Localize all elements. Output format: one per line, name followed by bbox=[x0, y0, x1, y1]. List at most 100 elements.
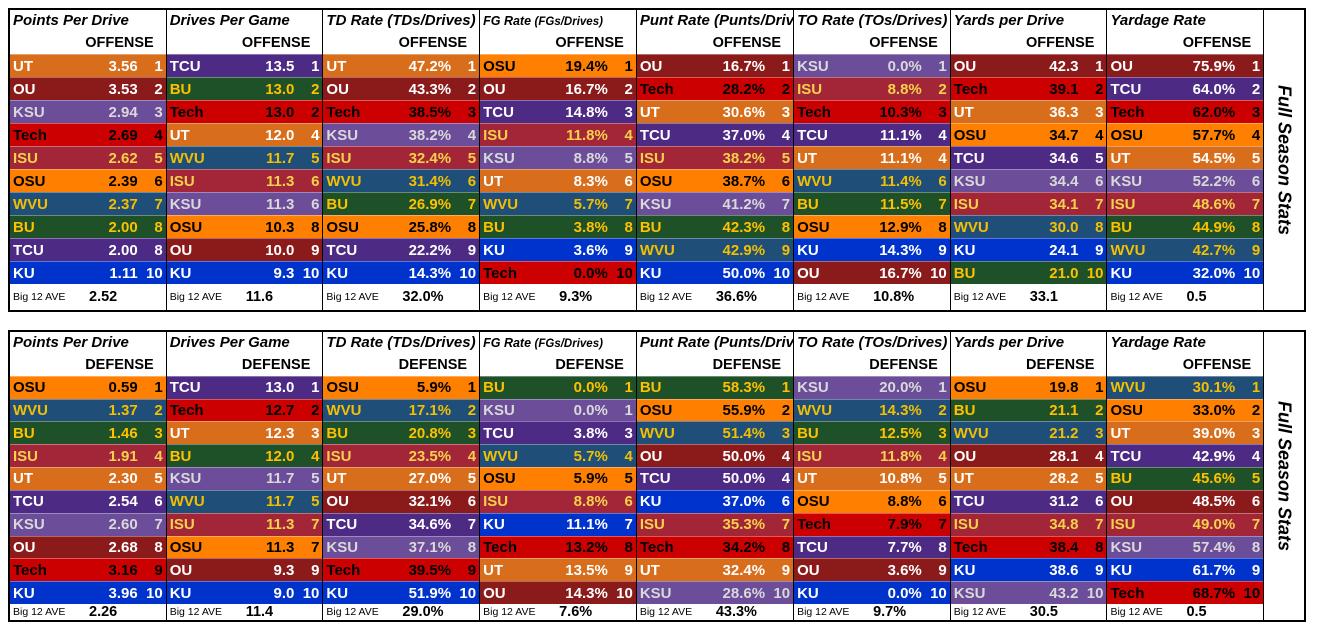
side-header: OFFENSE bbox=[1182, 356, 1252, 373]
rank-number: 4 bbox=[938, 447, 947, 465]
rank-number: 6 bbox=[467, 493, 477, 511]
rank-number: 2 bbox=[311, 80, 320, 98]
rank-number: 2 bbox=[781, 80, 791, 98]
table-row: KSU 20.0% 1 bbox=[794, 375, 950, 399]
team-name: Tech bbox=[483, 538, 518, 556]
rank-number: 4 bbox=[154, 126, 163, 144]
stat-table: FG Rate (FGs/Drives) OFFENSE OSU 19.4% 1 OU 16… bbox=[480, 10, 637, 310]
table-row: TCU 14.8% 3 bbox=[480, 100, 636, 123]
stat-value: 11.8% bbox=[566, 126, 608, 144]
rank-number: 3 bbox=[938, 424, 947, 442]
average-label: Big 12 AVE bbox=[13, 291, 66, 303]
stat-value: 0.59 bbox=[108, 379, 138, 397]
table-title-text: TD Rate (TDs/Drives) bbox=[326, 12, 476, 29]
team-name: WVU bbox=[169, 149, 205, 167]
table-row: ISU 32.4% 5 bbox=[323, 146, 480, 169]
stat-value: 5.9% bbox=[573, 470, 608, 488]
table-row: KU 14.3% 10 bbox=[323, 261, 480, 284]
rank-number: 10 bbox=[1086, 264, 1104, 282]
team-name: BU bbox=[13, 218, 35, 236]
rank-number: 2 bbox=[154, 402, 163, 420]
table-title-text: Drives Per Game bbox=[169, 12, 290, 29]
rank-number: 4 bbox=[1095, 447, 1104, 465]
rank-number: 1 bbox=[467, 379, 477, 397]
stat-table: Yardage Rate OFFENSE OU 75.9% 1 TCU 64.0% 2 Tech… bbox=[1107, 10, 1265, 310]
table-row: WVU 17.1% 2 bbox=[323, 398, 480, 422]
table-row: OU 3.6% 9 bbox=[794, 558, 950, 582]
conference-average-row: Big 12 AVE 9.3% bbox=[480, 284, 636, 310]
stat-value: 3.8% bbox=[573, 424, 608, 442]
stat-value: 12.5% bbox=[879, 424, 922, 442]
table-title: FG Rate (FGs/Drives) bbox=[480, 332, 636, 354]
conference-average-row: Big 12 AVE 9.7% bbox=[794, 604, 950, 620]
stat-value: 11.7 bbox=[266, 493, 295, 511]
stat-value: 2.00 bbox=[108, 241, 138, 259]
team-name: KU bbox=[639, 264, 662, 282]
stat-value: 22.2% bbox=[408, 241, 452, 259]
stat-value: 16.7% bbox=[565, 80, 608, 98]
table-row: Tech 68.7% 10 bbox=[1107, 581, 1264, 604]
table-row: Tech 38.5% 3 bbox=[323, 100, 480, 123]
table-row: BU 0.0% 1 bbox=[480, 375, 636, 399]
stat-value: 14.3% bbox=[408, 264, 452, 282]
stat-value: 38.2% bbox=[408, 126, 452, 144]
rank-number: 7 bbox=[781, 195, 791, 213]
team-name: OU bbox=[1110, 57, 1133, 75]
table-title: FG Rate (FGs/Drives) bbox=[480, 10, 636, 32]
rank-number: 1 bbox=[154, 57, 163, 75]
rank-number: 2 bbox=[311, 103, 320, 121]
stat-table: TD Rate (TDs/Drives) DEFENSE OSU 5.9% 1 WVU 17… bbox=[323, 332, 481, 620]
rank-number: 8 bbox=[467, 218, 477, 236]
team-name: OU bbox=[326, 80, 349, 98]
stat-value: 43.3% bbox=[408, 80, 452, 98]
rank-number: 3 bbox=[781, 424, 791, 442]
table-row: Tech 10.3% 3 bbox=[794, 100, 950, 123]
stat-value: 37.0% bbox=[722, 493, 766, 511]
stat-value: 5.9% bbox=[416, 379, 452, 397]
team-name: UT bbox=[1110, 424, 1131, 442]
team-name: TCU bbox=[953, 149, 985, 167]
stat-value: 14.3% bbox=[879, 402, 922, 420]
table-row: WVU 21.2 3 bbox=[950, 421, 1107, 445]
stat-value: 34.2% bbox=[722, 538, 766, 556]
table-row: WVU 1.37 2 bbox=[10, 398, 166, 422]
rank-number: 2 bbox=[154, 80, 163, 98]
table-row: KU 0.0% 10 bbox=[794, 581, 950, 604]
team-name: OSU bbox=[1110, 126, 1143, 144]
rank-number: 1 bbox=[624, 57, 633, 75]
team-name: OSU bbox=[953, 126, 987, 144]
team-name: TCU bbox=[326, 241, 358, 259]
rank-number: 8 bbox=[154, 241, 163, 259]
rank-number: 6 bbox=[938, 172, 947, 190]
table-row: ISU 8.8% 6 bbox=[480, 489, 636, 513]
team-name: OU bbox=[639, 447, 663, 465]
team-name: OSU bbox=[953, 379, 987, 397]
table-row: KU 50.0% 10 bbox=[636, 261, 794, 284]
table-row: OU 42.3 1 bbox=[950, 54, 1107, 77]
team-name: KU bbox=[1110, 264, 1133, 282]
stat-value: 75.9% bbox=[1192, 57, 1236, 75]
rank-number: 9 bbox=[781, 561, 791, 579]
average-label: Big 12 AVE bbox=[797, 605, 850, 618]
stat-value: 54.5% bbox=[1192, 149, 1236, 167]
team-name: UT bbox=[639, 561, 660, 579]
team-name: Tech bbox=[797, 103, 831, 121]
team-name: OU bbox=[169, 241, 193, 259]
average-value: 2.26 bbox=[89, 603, 118, 620]
team-name: Tech bbox=[1110, 584, 1145, 602]
conference-average-row: Big 12 AVE 0.5 bbox=[1107, 604, 1263, 620]
average-value: 30.5 bbox=[1029, 603, 1058, 620]
team-name: OSU bbox=[797, 493, 830, 511]
table-title: Punt Rate (Punts/Drives) bbox=[637, 332, 793, 354]
table-row: Tech 12.7 2 bbox=[166, 398, 323, 422]
rank-number: 7 bbox=[938, 516, 947, 534]
stat-value: 5.7% bbox=[573, 447, 608, 465]
table-row: TCU 11.1% 4 bbox=[794, 123, 950, 146]
team-name: Tech bbox=[639, 80, 674, 98]
average-label: Big 12 AVE bbox=[326, 291, 379, 303]
stat-value: 42.3 bbox=[1049, 57, 1079, 75]
stat-value: 2.39 bbox=[108, 172, 138, 190]
team-name: WVU bbox=[1110, 379, 1146, 397]
rank-number: 9 bbox=[311, 561, 320, 579]
stat-value: 20.8% bbox=[408, 424, 452, 442]
